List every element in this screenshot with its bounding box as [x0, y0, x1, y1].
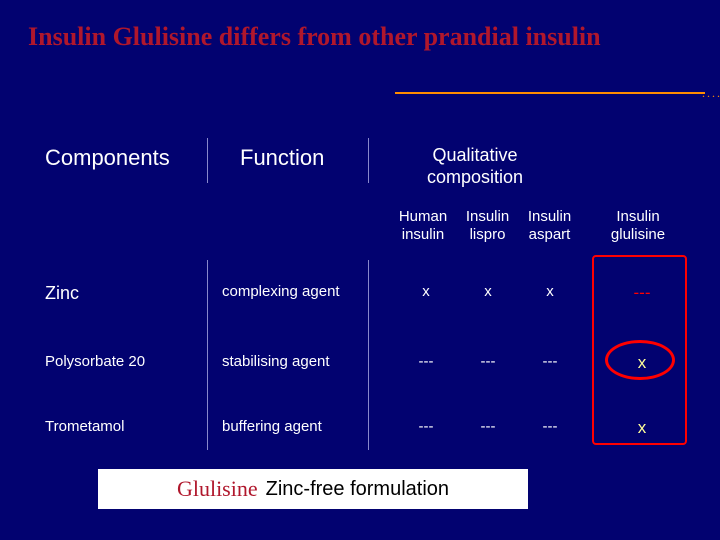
- slide-title: Insulin Glulisine differs from other pra…: [28, 22, 601, 52]
- highlight-ellipse: [605, 340, 675, 380]
- header-components: Components: [45, 145, 170, 171]
- subheader-glulisine: Insulin glulisine: [607, 208, 669, 244]
- cell-value: ---: [530, 353, 570, 370]
- cell-value-glulisine: ---: [622, 283, 662, 303]
- cell-value-glulisine: x: [622, 418, 662, 438]
- header-qualitative: Qualitative composition: [405, 145, 545, 188]
- title-divider: [395, 92, 705, 94]
- cell-value: x: [530, 283, 570, 300]
- cell-value: ---: [406, 353, 446, 370]
- vertical-divider: [368, 260, 369, 450]
- footer-glulisine: Glulisine: [177, 476, 258, 502]
- cell-value: ---: [468, 353, 508, 370]
- vertical-divider: [368, 138, 369, 183]
- vertical-divider: [207, 138, 208, 183]
- footer-text: Zinc-free formulation: [266, 478, 449, 501]
- footer-callout: Glulisine Zinc-free formulation: [98, 469, 528, 509]
- cell-component: Polysorbate 20: [45, 353, 145, 370]
- header-function: Function: [240, 145, 324, 171]
- cell-value: ---: [468, 418, 508, 435]
- vertical-divider: [207, 260, 208, 450]
- cell-value: x: [406, 283, 446, 300]
- subheader-human: Human insulin: [393, 208, 453, 244]
- title-dots: ....: [702, 86, 720, 101]
- cell-function: stabilising agent: [222, 353, 330, 370]
- cell-value: ---: [406, 418, 446, 435]
- cell-function: buffering agent: [222, 418, 322, 435]
- cell-component: Zinc: [45, 283, 79, 304]
- cell-function: complexing agent: [222, 283, 340, 300]
- cell-value: ---: [530, 418, 570, 435]
- cell-value: x: [468, 283, 508, 300]
- cell-component: Trometamol: [45, 418, 124, 435]
- subheader-aspart: Insulin aspart: [522, 208, 577, 244]
- subheader-lispro: Insulin lispro: [460, 208, 515, 244]
